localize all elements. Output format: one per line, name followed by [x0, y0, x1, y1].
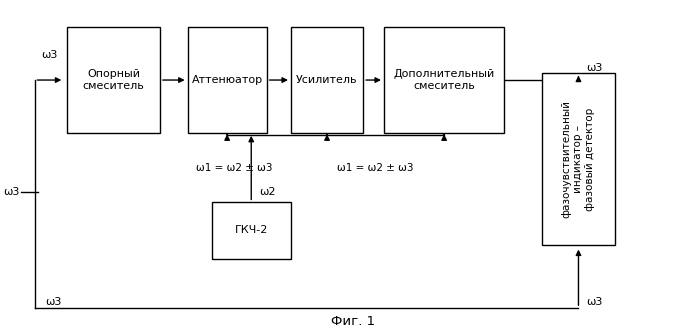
Text: ω3: ω3	[41, 50, 58, 60]
Text: ГКЧ-2: ГКЧ-2	[235, 225, 268, 235]
Text: ω1 = ω2 ± ω3: ω1 = ω2 ± ω3	[195, 163, 272, 173]
Text: Дополнительный
смеситель: Дополнительный смеситель	[394, 69, 495, 91]
Text: Фиг. 1: Фиг. 1	[331, 315, 375, 328]
Text: Опорный
смеситель: Опорный смеситель	[82, 69, 144, 91]
FancyBboxPatch shape	[291, 27, 363, 133]
Text: ω3: ω3	[45, 296, 61, 306]
Text: Аттенюатор: Аттенюатор	[191, 75, 262, 85]
FancyBboxPatch shape	[542, 73, 615, 245]
Text: ω3: ω3	[3, 188, 20, 198]
FancyBboxPatch shape	[384, 27, 505, 133]
Text: фазочувствительный
индикатор –
фазовый детектор: фазочувствительный индикатор – фазовый д…	[562, 100, 595, 218]
FancyBboxPatch shape	[67, 27, 160, 133]
Text: ω3: ω3	[587, 63, 603, 73]
Text: ω3: ω3	[587, 296, 603, 306]
FancyBboxPatch shape	[188, 27, 267, 133]
FancyBboxPatch shape	[211, 203, 291, 259]
Text: ω2: ω2	[260, 187, 276, 198]
Text: ω1 = ω2 ± ω3: ω1 = ω2 ± ω3	[337, 163, 413, 173]
Text: Усилитель: Усилитель	[296, 75, 358, 85]
